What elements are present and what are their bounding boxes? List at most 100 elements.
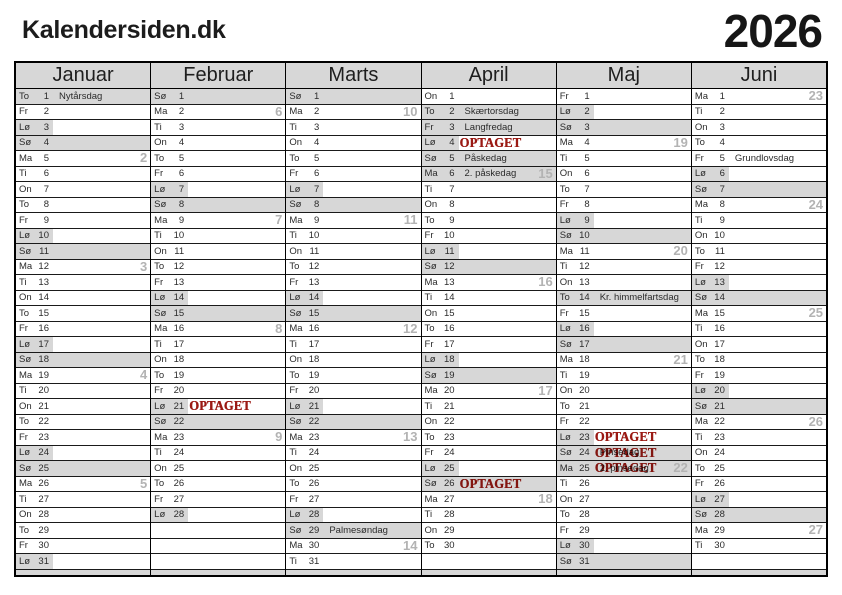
- day-label: On 3: [692, 120, 729, 135]
- day-number: 14: [579, 292, 590, 304]
- day-number: 13: [38, 276, 49, 288]
- day-row: To 16: [421, 321, 556, 337]
- day-number: 16: [579, 323, 590, 335]
- day-number: 14: [308, 292, 320, 304]
- day-note: Nytårsdag: [59, 90, 103, 102]
- day-number: 12: [173, 261, 185, 273]
- day-label: On 24: [692, 446, 729, 461]
- day-abbrev: Fr: [424, 121, 434, 133]
- day-abbrev: Lø: [424, 137, 436, 149]
- footer-strip: [421, 569, 556, 575]
- day-row: Ma 15 25: [691, 306, 827, 322]
- day-note: Påskedag: [464, 152, 507, 164]
- day-number: 19: [38, 369, 49, 381]
- day-label: Lø 31: [16, 554, 53, 569]
- week-number: 20: [673, 243, 688, 259]
- day-abbrev: To: [694, 137, 705, 149]
- day-label: Sø 1: [151, 89, 188, 104]
- day-number: 24: [443, 447, 455, 459]
- day-row: Fr 12: [691, 259, 827, 275]
- day-number: 15: [443, 307, 455, 319]
- day-row: Lø 21 OPTAGET: [151, 398, 286, 415]
- day-row: To 2 Skærtorsdag: [421, 104, 556, 120]
- day-abbrev: Fr: [19, 106, 28, 118]
- day-row: Lø 17: [16, 337, 151, 353]
- day-row: Ti 6: [16, 166, 151, 182]
- week-number: 9: [275, 429, 283, 445]
- day-abbrev: Lø: [424, 245, 436, 257]
- day-row: Ti 21: [421, 399, 556, 415]
- week-number: 24: [808, 196, 824, 212]
- day-number: 29: [443, 524, 455, 536]
- day-number: 9: [314, 214, 320, 226]
- day-label: On 7: [16, 182, 53, 197]
- day-label: Sø 11: [16, 244, 53, 259]
- day-abbrev: Ma: [559, 354, 573, 366]
- day-abbrev: On: [694, 121, 708, 133]
- day-row: Lø 14: [286, 290, 421, 306]
- day-number: 28: [173, 509, 185, 521]
- day-label: Sø 28: [692, 508, 729, 523]
- day-number: 15: [579, 307, 590, 319]
- day-number: 15: [714, 307, 725, 319]
- day-row: Fr 2: [16, 104, 151, 120]
- day-label: Lø 28: [151, 507, 189, 522]
- day-number: 31: [38, 555, 49, 567]
- day-row: Fr 15: [556, 306, 691, 322]
- day-label: Ma 1: [692, 89, 729, 104]
- day-label: Sø 17: [557, 337, 594, 352]
- day-number: 23: [38, 431, 49, 443]
- day-row: Lø 28: [151, 507, 286, 523]
- empty-row: [421, 554, 556, 570]
- day-number: 25: [308, 462, 320, 474]
- day-number: 21: [579, 400, 590, 412]
- day-label: Fr 20: [151, 384, 188, 399]
- day-abbrev: On: [19, 400, 32, 412]
- day-label: Ti 14: [422, 291, 459, 306]
- day-number: 4: [43, 137, 49, 149]
- day-number: 3: [178, 121, 185, 133]
- day-abbrev: Sø: [559, 555, 572, 567]
- day-abbrev: Fr: [424, 447, 434, 459]
- day-label: Lø 4: [421, 135, 459, 150]
- day-row: Ma 6 2. påskedag 15: [421, 166, 556, 182]
- day-label: Ti 23: [692, 430, 729, 445]
- week-number: 27: [808, 522, 824, 538]
- day-abbrev: Ti: [424, 183, 433, 195]
- day-abbrev: Ti: [424, 400, 433, 412]
- day-label: To 14: [557, 291, 594, 306]
- week-number: 3: [139, 258, 148, 274]
- day-abbrev: Ti: [559, 369, 568, 381]
- day-number: 19: [714, 369, 725, 381]
- day-abbrev: To: [19, 199, 30, 211]
- day-number: 22: [443, 416, 455, 428]
- day-row: On 21: [16, 399, 151, 415]
- day-row: To 30: [421, 538, 556, 554]
- day-row: Fr 23: [16, 430, 151, 446]
- day-number: 3: [314, 121, 320, 133]
- day-label: On 11: [151, 244, 188, 259]
- week-number: 2: [139, 150, 148, 166]
- day-row: Sø 1: [151, 89, 286, 105]
- day-row: On 22: [421, 414, 556, 430]
- day-abbrev: Ma: [289, 106, 303, 118]
- day-abbrev: Ma: [424, 385, 438, 397]
- day-row: Lø 2: [556, 104, 691, 120]
- day-abbrev: Fr: [424, 338, 434, 350]
- day-abbrev: Ti: [19, 276, 27, 288]
- empty-row: [151, 554, 286, 570]
- day-number: 6: [719, 168, 725, 180]
- day-abbrev: On: [154, 137, 167, 149]
- day-number: 8: [314, 199, 320, 211]
- day-row: Ti 20: [16, 383, 151, 399]
- day-label: Lø 14: [151, 290, 189, 305]
- day-label: On 4: [151, 136, 188, 151]
- day-number: 16: [308, 323, 320, 335]
- day-number: 16: [443, 323, 455, 335]
- day-abbrev: Fr: [694, 152, 704, 164]
- day-label: Sø 25: [16, 461, 53, 476]
- day-label: Ma 15: [692, 306, 729, 321]
- day-number: 2: [449, 106, 455, 118]
- day-label: Ma 27: [422, 492, 459, 507]
- day-row: To 26: [151, 476, 286, 492]
